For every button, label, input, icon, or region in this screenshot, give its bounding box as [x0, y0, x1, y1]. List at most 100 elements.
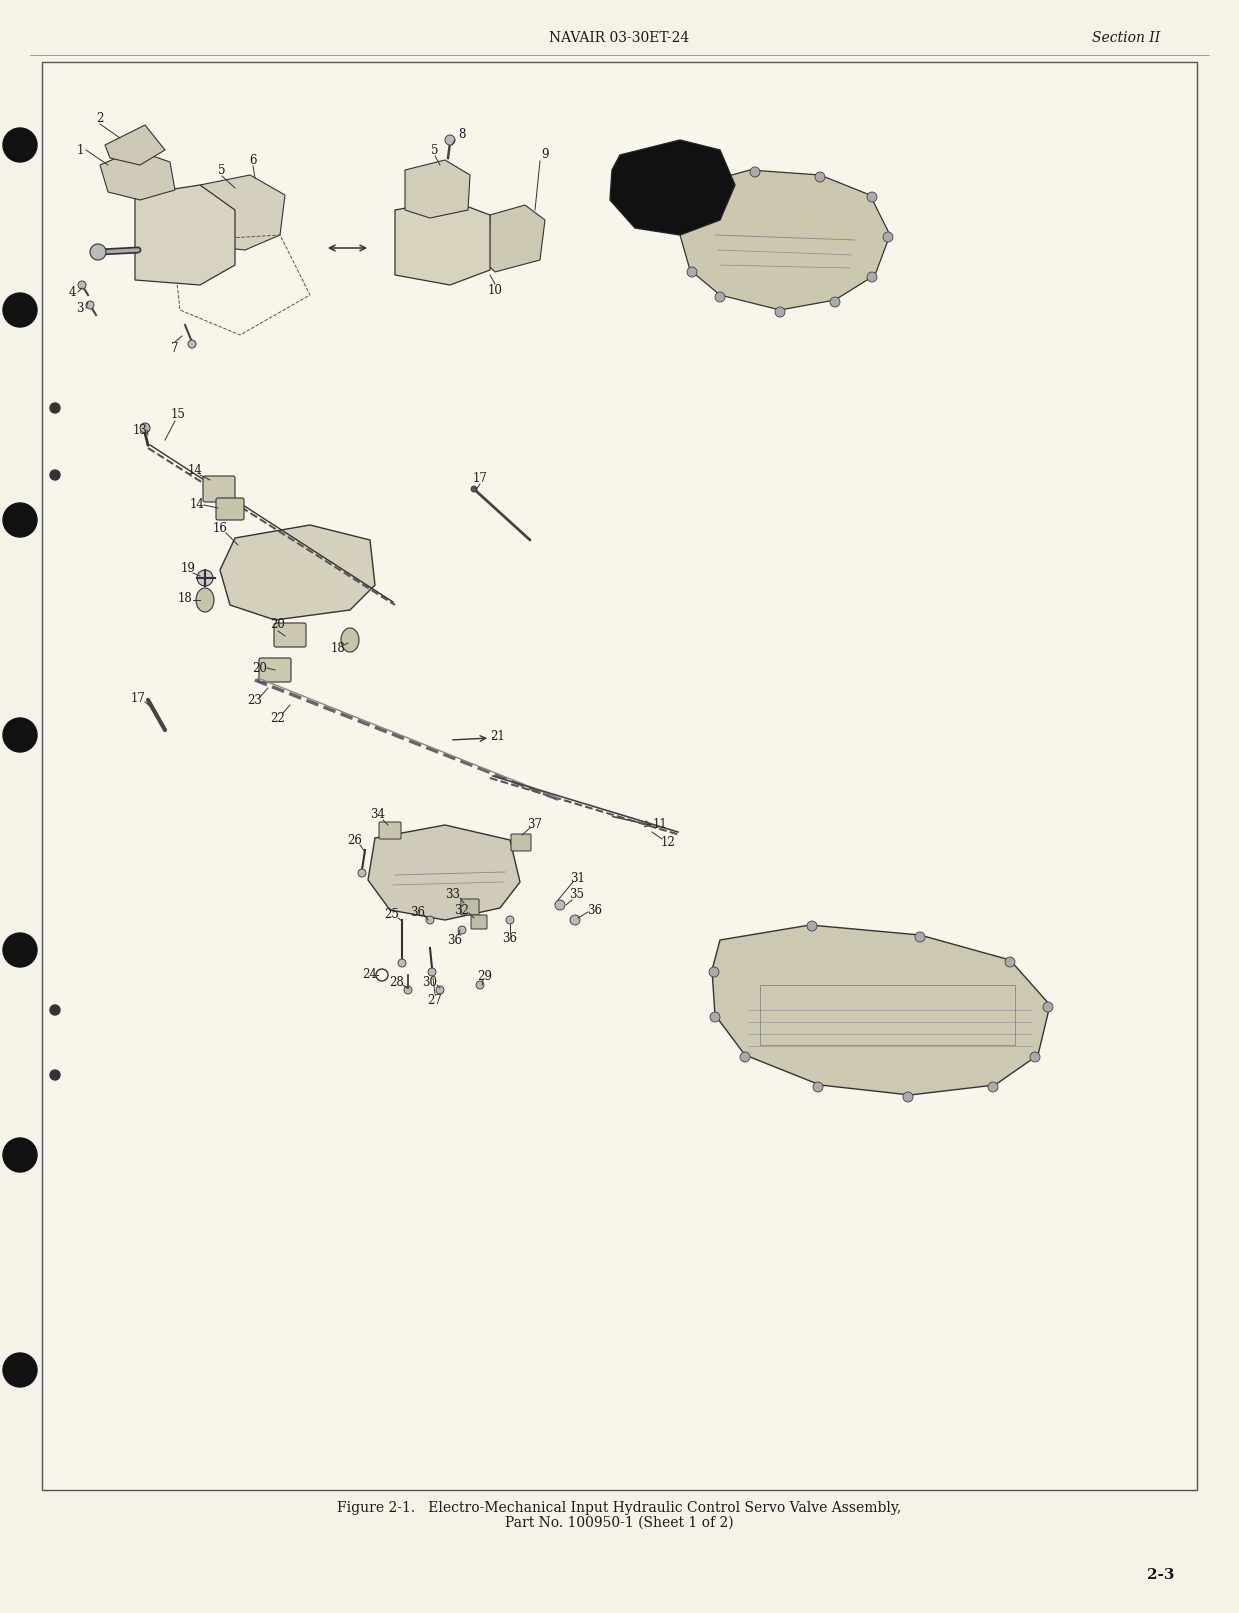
Text: 27: 27: [427, 994, 442, 1007]
Text: 25: 25: [384, 908, 399, 921]
Circle shape: [188, 340, 196, 348]
Text: 36: 36: [410, 905, 425, 918]
Text: 11: 11: [653, 818, 668, 831]
Circle shape: [2, 932, 37, 968]
Circle shape: [197, 569, 213, 586]
Circle shape: [1043, 1002, 1053, 1011]
FancyBboxPatch shape: [259, 658, 291, 682]
Text: 20: 20: [270, 618, 285, 632]
Circle shape: [867, 273, 877, 282]
Text: Part No. 100950-1 (Sheet 1 of 2): Part No. 100950-1 (Sheet 1 of 2): [504, 1516, 733, 1531]
Circle shape: [458, 926, 466, 934]
Text: 37: 37: [528, 818, 543, 831]
Text: 12: 12: [660, 837, 675, 850]
Circle shape: [2, 503, 37, 537]
Text: 4: 4: [68, 286, 76, 298]
Circle shape: [404, 986, 413, 994]
Text: 8: 8: [458, 129, 466, 142]
Text: 35: 35: [570, 889, 585, 902]
Text: 13: 13: [133, 424, 147, 437]
Circle shape: [85, 302, 94, 310]
Text: 23: 23: [248, 694, 263, 706]
Circle shape: [471, 486, 477, 492]
Text: 16: 16: [213, 521, 228, 534]
Text: 28: 28: [389, 976, 404, 989]
Ellipse shape: [196, 589, 214, 611]
Text: 36: 36: [447, 934, 462, 947]
Text: 14: 14: [187, 463, 202, 476]
Text: 1: 1: [77, 144, 84, 156]
FancyBboxPatch shape: [216, 498, 244, 519]
Circle shape: [883, 232, 893, 242]
Circle shape: [867, 192, 877, 202]
Text: 3: 3: [77, 302, 84, 315]
Circle shape: [50, 403, 59, 413]
Text: 30: 30: [422, 976, 437, 989]
Text: 19: 19: [181, 561, 196, 574]
Ellipse shape: [341, 627, 359, 652]
Text: 9: 9: [541, 148, 549, 161]
Text: 5: 5: [431, 144, 439, 156]
Text: 33: 33: [446, 889, 461, 902]
Text: 26: 26: [348, 834, 363, 847]
Text: 5: 5: [218, 163, 225, 176]
Text: 29: 29: [477, 969, 492, 982]
Circle shape: [750, 168, 760, 177]
Circle shape: [426, 916, 434, 924]
Circle shape: [1030, 1052, 1040, 1061]
Circle shape: [815, 173, 825, 182]
Bar: [42, 61, 1197, 1490]
Text: Section II: Section II: [1092, 31, 1160, 45]
Polygon shape: [488, 205, 545, 273]
Circle shape: [436, 986, 444, 994]
Circle shape: [830, 297, 840, 306]
FancyBboxPatch shape: [379, 823, 401, 839]
Text: 6: 6: [249, 153, 256, 166]
Circle shape: [1005, 957, 1015, 968]
Polygon shape: [405, 160, 470, 218]
Text: 21: 21: [491, 731, 506, 744]
Polygon shape: [610, 140, 735, 235]
Text: 32: 32: [455, 903, 470, 916]
Circle shape: [476, 981, 484, 989]
Circle shape: [78, 281, 85, 289]
Circle shape: [776, 306, 786, 318]
Circle shape: [358, 869, 366, 877]
Circle shape: [987, 1082, 997, 1092]
FancyBboxPatch shape: [274, 623, 306, 647]
Circle shape: [427, 968, 436, 976]
Polygon shape: [100, 150, 175, 200]
Circle shape: [686, 268, 698, 277]
Text: 24: 24: [363, 968, 378, 981]
FancyBboxPatch shape: [461, 898, 479, 915]
Circle shape: [740, 1052, 750, 1061]
Text: 18: 18: [177, 592, 192, 605]
Text: 15: 15: [171, 408, 186, 421]
Text: 22: 22: [270, 711, 285, 724]
Text: 31: 31: [571, 871, 586, 884]
Circle shape: [710, 1011, 720, 1023]
Circle shape: [813, 1082, 823, 1092]
Circle shape: [50, 1005, 59, 1015]
Circle shape: [914, 932, 926, 942]
Circle shape: [2, 294, 37, 327]
Circle shape: [570, 915, 580, 924]
Polygon shape: [368, 824, 520, 919]
FancyBboxPatch shape: [203, 476, 235, 502]
Text: 17: 17: [130, 692, 145, 705]
Circle shape: [2, 718, 37, 752]
Circle shape: [90, 244, 107, 260]
Text: 2: 2: [97, 111, 104, 124]
FancyBboxPatch shape: [510, 834, 532, 852]
Circle shape: [555, 900, 565, 910]
FancyBboxPatch shape: [471, 915, 487, 929]
Polygon shape: [135, 185, 235, 286]
Circle shape: [2, 1139, 37, 1173]
Circle shape: [903, 1092, 913, 1102]
Circle shape: [506, 916, 514, 924]
Text: 36: 36: [587, 903, 602, 916]
Circle shape: [715, 292, 725, 302]
Circle shape: [398, 960, 406, 968]
Polygon shape: [105, 124, 165, 165]
Circle shape: [50, 469, 59, 481]
